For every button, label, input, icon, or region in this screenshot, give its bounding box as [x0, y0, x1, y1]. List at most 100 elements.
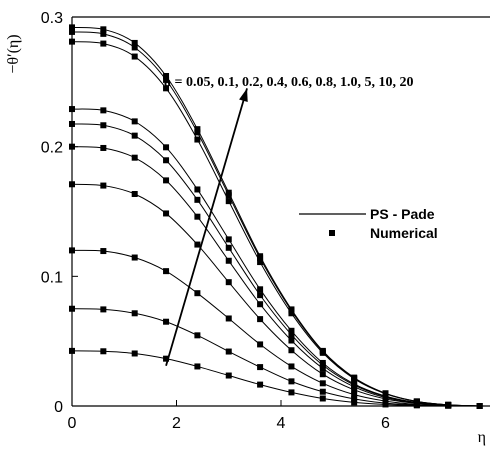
data-point [319, 359, 326, 366]
data-point [225, 257, 232, 264]
data-point [288, 378, 295, 385]
data-point [194, 136, 201, 143]
data-point [225, 348, 232, 355]
y-tick-label: 0.1 [41, 269, 63, 286]
data-point [257, 259, 264, 266]
data-point [257, 316, 264, 323]
data-point [225, 244, 232, 251]
y-tick-label: 0 [54, 399, 63, 416]
data-point [413, 398, 420, 405]
data-point [163, 144, 170, 151]
data-point [131, 39, 138, 46]
series-curve [71, 350, 480, 407]
data-point [225, 315, 232, 322]
data-point [163, 76, 170, 83]
markers-layer [69, 24, 483, 409]
data-point [131, 53, 138, 60]
data-point [69, 305, 75, 312]
ticks-layer: 0 2 4 6 0 0.1 0.2 0.3 [41, 10, 390, 432]
data-point [257, 364, 264, 371]
y-tick-label: 0.3 [41, 10, 63, 27]
data-point [100, 348, 107, 355]
data-point [351, 380, 358, 387]
data-point [194, 290, 201, 297]
data-point [100, 144, 107, 151]
data-point [319, 395, 326, 402]
annotation-arrow-shaft [165, 88, 248, 367]
data-point [100, 182, 107, 189]
data-point [100, 122, 107, 129]
y-axis-label: −θ′(η) [5, 34, 22, 73]
data-point [100, 40, 107, 47]
data-point [69, 28, 75, 35]
data-point [100, 306, 107, 313]
parameter-annotation-text: a = 0.05, 0.1, 0.2, 0.4, 0.6, 0.8, 1.0, … [164, 75, 413, 90]
data-point [319, 365, 326, 372]
data-point [319, 388, 326, 395]
data-point [100, 26, 107, 33]
legend: PS - Pade Numerical [299, 206, 438, 241]
data-point [319, 371, 326, 378]
data-point [69, 120, 75, 127]
data-point [257, 341, 264, 348]
legend-label-marker: Numerical [370, 225, 438, 241]
data-point [225, 279, 232, 286]
data-point [257, 292, 264, 299]
data-point [69, 347, 75, 354]
data-point [319, 347, 326, 354]
data-point [69, 181, 75, 188]
data-point [288, 327, 295, 334]
data-point [445, 401, 452, 408]
data-point [288, 331, 295, 338]
data-point [351, 391, 358, 398]
data-point [163, 72, 170, 79]
data-point [163, 85, 170, 92]
data-point [194, 196, 201, 203]
data-point [131, 254, 138, 261]
data-point [131, 310, 138, 317]
series-curve [71, 26, 480, 407]
data-point [163, 210, 170, 217]
data-point [288, 389, 295, 396]
data-point [351, 395, 358, 402]
series-curve [71, 249, 480, 407]
data-point [225, 372, 232, 379]
data-point [163, 318, 170, 325]
data-point [69, 24, 75, 31]
data-point [288, 363, 295, 370]
data-point [194, 241, 201, 248]
data-point [257, 286, 264, 293]
data-point [131, 154, 138, 161]
data-point [225, 189, 232, 196]
x-tick-label: 0 [68, 415, 77, 432]
data-point [163, 268, 170, 275]
data-point [69, 247, 75, 254]
data-point [100, 30, 107, 37]
legend-label-line: PS - Pade [370, 206, 435, 222]
data-point [194, 126, 201, 133]
data-point [288, 306, 295, 313]
data-point [194, 186, 201, 193]
data-point [69, 38, 75, 45]
data-point [351, 399, 358, 406]
data-point [288, 347, 295, 354]
x-tick-label: 6 [381, 415, 390, 432]
series-curve [71, 123, 480, 407]
data-point [100, 248, 107, 255]
data-point [351, 374, 358, 381]
data-point [319, 380, 326, 387]
data-point [131, 350, 138, 357]
x-axis-label: η [478, 429, 486, 446]
data-point [163, 157, 170, 164]
annotation-arrow-head [239, 88, 248, 103]
data-point [194, 129, 201, 136]
data-point [257, 301, 264, 308]
series-curve [71, 146, 480, 407]
x-tick-label: 2 [172, 415, 181, 432]
data-point [225, 236, 232, 243]
data-point [163, 355, 170, 362]
data-point [257, 253, 264, 260]
data-point [100, 107, 107, 114]
data-point [131, 44, 138, 51]
legend-marker-swatch [329, 230, 335, 236]
